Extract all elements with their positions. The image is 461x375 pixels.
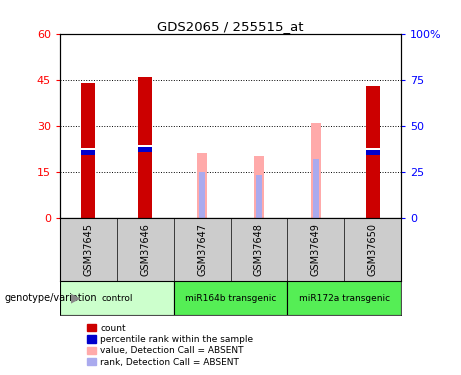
- Text: miR172a transgenic: miR172a transgenic: [299, 294, 390, 303]
- Bar: [197, 153, 207, 218]
- Bar: [366, 150, 380, 217]
- Legend: count, percentile rank within the sample, value, Detection Call = ABSENT, rank, : count, percentile rank within the sample…: [88, 324, 253, 367]
- Bar: [81, 83, 95, 148]
- Bar: [81, 150, 95, 217]
- Text: ▶: ▶: [71, 292, 81, 304]
- Text: GSM37650: GSM37650: [367, 223, 378, 276]
- Bar: [311, 123, 321, 218]
- Bar: [138, 76, 152, 145]
- Bar: [254, 156, 264, 218]
- Title: GDS2065 / 255515_at: GDS2065 / 255515_at: [157, 20, 304, 33]
- Text: GSM37646: GSM37646: [140, 223, 150, 276]
- Bar: [138, 152, 152, 217]
- Text: GSM37647: GSM37647: [197, 223, 207, 276]
- Bar: [256, 175, 262, 217]
- Bar: [138, 147, 152, 218]
- Text: GSM37645: GSM37645: [83, 223, 94, 276]
- Bar: [287, 281, 401, 315]
- Bar: [366, 155, 380, 218]
- Text: miR164b transgenic: miR164b transgenic: [185, 294, 276, 303]
- Bar: [366, 86, 380, 148]
- Text: control: control: [101, 294, 132, 303]
- Bar: [199, 172, 205, 217]
- Bar: [174, 281, 287, 315]
- Text: GSM37649: GSM37649: [311, 223, 321, 276]
- Text: genotype/variation: genotype/variation: [5, 293, 97, 303]
- Bar: [60, 281, 174, 315]
- Bar: [313, 159, 319, 218]
- Bar: [81, 155, 95, 218]
- Text: GSM37648: GSM37648: [254, 223, 264, 276]
